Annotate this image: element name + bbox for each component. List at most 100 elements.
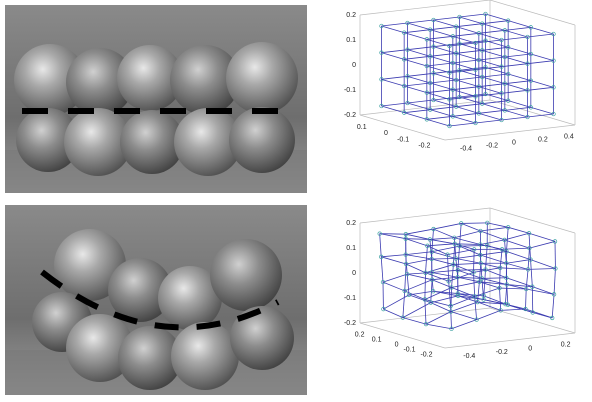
lattice-edge — [526, 288, 555, 295]
lattice-node — [424, 117, 429, 122]
lattice-edge — [504, 83, 528, 91]
lattice-node — [551, 85, 556, 90]
lattice-edge — [433, 223, 462, 230]
lattice-node — [528, 25, 533, 30]
lattice-edge — [407, 46, 434, 51]
lattice-edge — [506, 284, 527, 290]
lattice-node — [431, 44, 436, 49]
lattice-node — [425, 243, 430, 248]
lattice-edge — [501, 116, 528, 121]
lattice-edge — [499, 288, 502, 311]
lattice-edge — [452, 32, 479, 37]
lattice-edge — [480, 230, 505, 241]
lattice-edge — [405, 263, 426, 274]
lattice-edge — [431, 258, 454, 265]
lattice-edge — [430, 26, 457, 31]
lattice-edge — [479, 255, 483, 279]
lattice-edge — [449, 122, 476, 127]
lattice-node — [551, 31, 556, 37]
lattice-edge — [456, 76, 483, 81]
lattice-edge — [457, 293, 484, 297]
lattice-node — [499, 247, 505, 252]
lattice-node — [502, 81, 507, 86]
lattice-node — [497, 285, 502, 291]
lattice-edge — [429, 239, 455, 245]
lattice-node — [457, 68, 462, 73]
lattice-edge — [430, 79, 457, 84]
lattice-node — [551, 111, 556, 117]
lattice-edge — [473, 249, 475, 273]
lattice-node — [381, 306, 386, 312]
lattice-node — [483, 38, 488, 43]
lattice-edge — [452, 59, 479, 64]
lattice-edge — [480, 262, 501, 269]
lattice-edge — [461, 222, 488, 224]
lattice-node — [525, 61, 530, 66]
lattice-edge — [478, 59, 502, 68]
lattice-node — [523, 306, 528, 312]
lattice-node — [431, 71, 436, 76]
lattice-node — [473, 94, 478, 99]
lattice-node — [506, 45, 511, 50]
lattice-edge — [481, 278, 507, 285]
lattice-edge — [431, 272, 434, 292]
lattice-node — [483, 65, 488, 70]
lattice-edge — [482, 73, 509, 78]
lattice-edge — [459, 16, 483, 25]
lattice-node — [452, 235, 457, 240]
lattice-edge — [407, 102, 431, 111]
lattice-edge — [459, 66, 486, 71]
lattice-edge — [527, 86, 554, 91]
axis-frame — [444, 332, 576, 349]
lattice-edge — [424, 287, 452, 300]
lattice-edge — [433, 72, 457, 81]
lattice-edge — [477, 301, 506, 305]
lattice-edge — [527, 113, 554, 118]
lattice-node — [485, 220, 490, 226]
z-tick-label: 0.2 — [346, 220, 356, 227]
lattice-node — [448, 303, 453, 309]
lattice-node — [475, 299, 480, 305]
lattice-edge — [456, 103, 483, 108]
lattice-node — [455, 293, 461, 298]
lattice-edge — [528, 232, 556, 242]
lattice-edge — [407, 22, 431, 31]
lattice-edge — [425, 323, 452, 330]
axis-frame — [359, 207, 491, 224]
lattice-edge — [553, 268, 556, 295]
lattice-edge — [504, 26, 531, 31]
lattice-edge — [482, 23, 505, 31]
lattice-node — [402, 110, 407, 115]
lattice-edge — [479, 281, 507, 285]
lattice-edge — [482, 49, 505, 58]
lattice-node — [472, 294, 477, 299]
lattice-node — [431, 289, 436, 294]
lattice-edge — [487, 222, 509, 228]
lattice-node — [499, 117, 504, 123]
lattice-edge — [459, 93, 486, 98]
lattice-node — [405, 100, 410, 106]
lattice-edge — [504, 56, 528, 65]
lattice-edge — [459, 223, 462, 247]
lattice-edge — [381, 25, 405, 34]
left-tick-label: -0.2 — [418, 143, 430, 150]
lattice-edge — [404, 112, 427, 120]
lattice-node — [429, 249, 434, 254]
lattice-node — [455, 268, 460, 273]
lattice-edge — [480, 239, 505, 245]
lattice-edge — [426, 62, 453, 67]
lattice-edge — [383, 294, 410, 310]
lattice-edge — [405, 228, 434, 235]
lattice-edge — [424, 299, 427, 325]
lattice-node — [473, 120, 478, 126]
lattice-node — [450, 34, 455, 39]
lattice-edge — [482, 103, 505, 111]
lattice-node — [424, 63, 429, 69]
lattice-edge — [433, 43, 460, 48]
lattice-node — [447, 43, 452, 49]
lattice-edge — [406, 258, 432, 265]
lattice-edge — [504, 106, 531, 111]
lattice-edge — [433, 69, 460, 74]
lattice-node — [379, 23, 384, 29]
